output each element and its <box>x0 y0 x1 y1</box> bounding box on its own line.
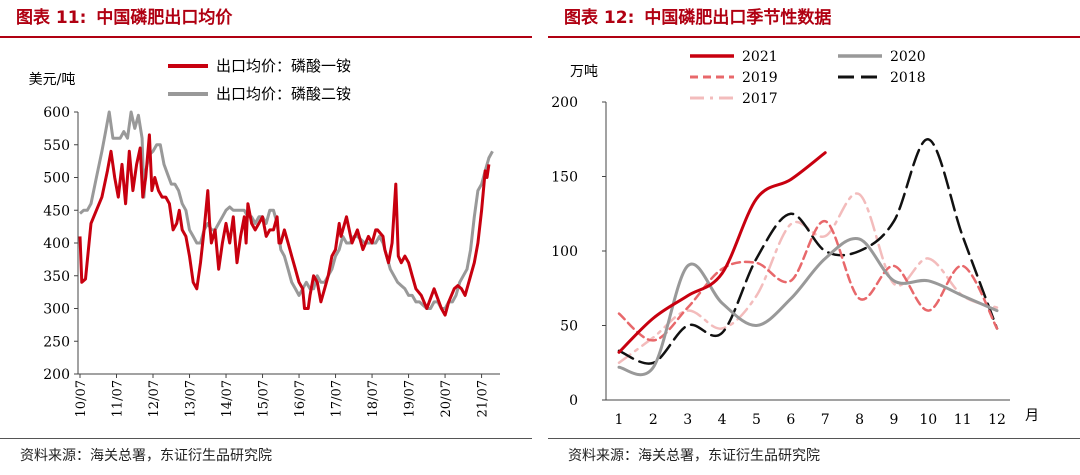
legend-label: 2017 <box>742 91 778 107</box>
legend-label: 2021 <box>742 49 778 65</box>
series-line <box>79 110 494 310</box>
y-tick-label: 0 <box>569 393 578 409</box>
x-tick-label: 4 <box>718 412 727 428</box>
left-chart-panel: 图表 11: 中国磷肥出口均价 200 250 300 350 400 450 500 550 6… <box>0 0 532 475</box>
series-line <box>617 219 999 342</box>
y-tick-label: 300 <box>43 302 70 318</box>
y-axis-unit-label: 美元/吨 <box>29 72 76 88</box>
y-tick-label: 350 <box>43 269 70 285</box>
right-source-note: 资料来源：海关总署，东证衍生品研究院 <box>548 438 1080 465</box>
legend-label: 出口均价：磷酸一铵 <box>216 57 351 75</box>
y-tick-label: 400 <box>43 236 70 252</box>
x-tick-label: 20/07 <box>439 380 454 417</box>
right-title-number: 图表 12: <box>564 8 635 28</box>
x-tick-label: 3 <box>683 412 692 428</box>
x-tick-label: 12/07 <box>147 380 162 417</box>
x-tick-label: 8 <box>855 412 864 428</box>
series-line <box>617 236 999 377</box>
y-tick-label: 200 <box>43 367 70 383</box>
left-title-name: 中国磷肥出口均价 <box>96 8 233 28</box>
series-line <box>78 133 491 317</box>
legend-label: 2019 <box>742 70 778 86</box>
y-axis-unit-label: 万吨 <box>570 64 598 80</box>
right-title-name: 中国磷肥出口季节性数据 <box>644 8 832 28</box>
x-tick-label: 11 <box>954 412 972 428</box>
y-tick-label: 600 <box>43 105 70 121</box>
y-tick-label: 550 <box>43 138 70 154</box>
x-tick-label: 18/07 <box>366 380 381 417</box>
x-tick-label: 19/07 <box>403 380 418 417</box>
x-tick-label: 13/07 <box>184 380 199 417</box>
y-tick-label: 250 <box>43 334 70 350</box>
x-tick-label: 1 <box>615 412 624 428</box>
x-tick-label: 15/07 <box>257 380 272 417</box>
series-line <box>617 151 827 354</box>
x-tick-label: 2 <box>649 412 658 428</box>
x-tick-label: 11/07 <box>111 380 126 417</box>
x-tick-label: 21/07 <box>476 380 491 417</box>
y-tick-label: 450 <box>43 203 70 219</box>
left-source-note: 资料来源：海关总署，东证衍生品研究院 <box>0 438 532 465</box>
x-tick-label: 10/07 <box>74 380 89 417</box>
right-chart-title: 图表 12: 中国磷肥出口季节性数据 <box>548 0 1080 38</box>
legend-label: 2018 <box>890 70 926 86</box>
series-line <box>617 138 999 365</box>
x-tick-label: 16/07 <box>293 380 308 417</box>
y-tick-label: 200 <box>551 95 578 111</box>
left-chart-title: 图表 11: 中国磷肥出口均价 <box>0 0 532 38</box>
y-tick-label: 500 <box>43 171 70 187</box>
y-tick-label: 100 <box>551 244 578 260</box>
price-line-chart: 200 250 300 350 400 450 500 550 600 美元/吨 10/07 11/0… <box>29 57 500 417</box>
y-tick-label: 150 <box>551 170 578 186</box>
x-tick-label: 5 <box>752 412 761 428</box>
x-tick-label: 9 <box>889 412 898 428</box>
legend-label: 出口均价：磷酸二铵 <box>216 85 351 103</box>
x-tick-label: 12 <box>988 412 1006 428</box>
x-tick-label: 6 <box>786 412 795 428</box>
x-tick-label: 10 <box>919 412 937 428</box>
legend-label: 2020 <box>890 49 926 65</box>
x-tick-label: 7 <box>821 412 830 428</box>
right-chart-panel: 图表 12: 中国磷肥出口季节性数据 0 50 100 150 200 万吨 1 2 3 4 5 6 7 8… <box>548 0 1080 475</box>
y-tick-label: 50 <box>560 319 578 335</box>
x-tick-label: 17/07 <box>330 380 345 417</box>
x-axis-unit-label: 月 <box>1025 408 1039 424</box>
x-tick-label: 14/07 <box>220 380 235 417</box>
left-title-number: 图表 11: <box>16 8 87 28</box>
